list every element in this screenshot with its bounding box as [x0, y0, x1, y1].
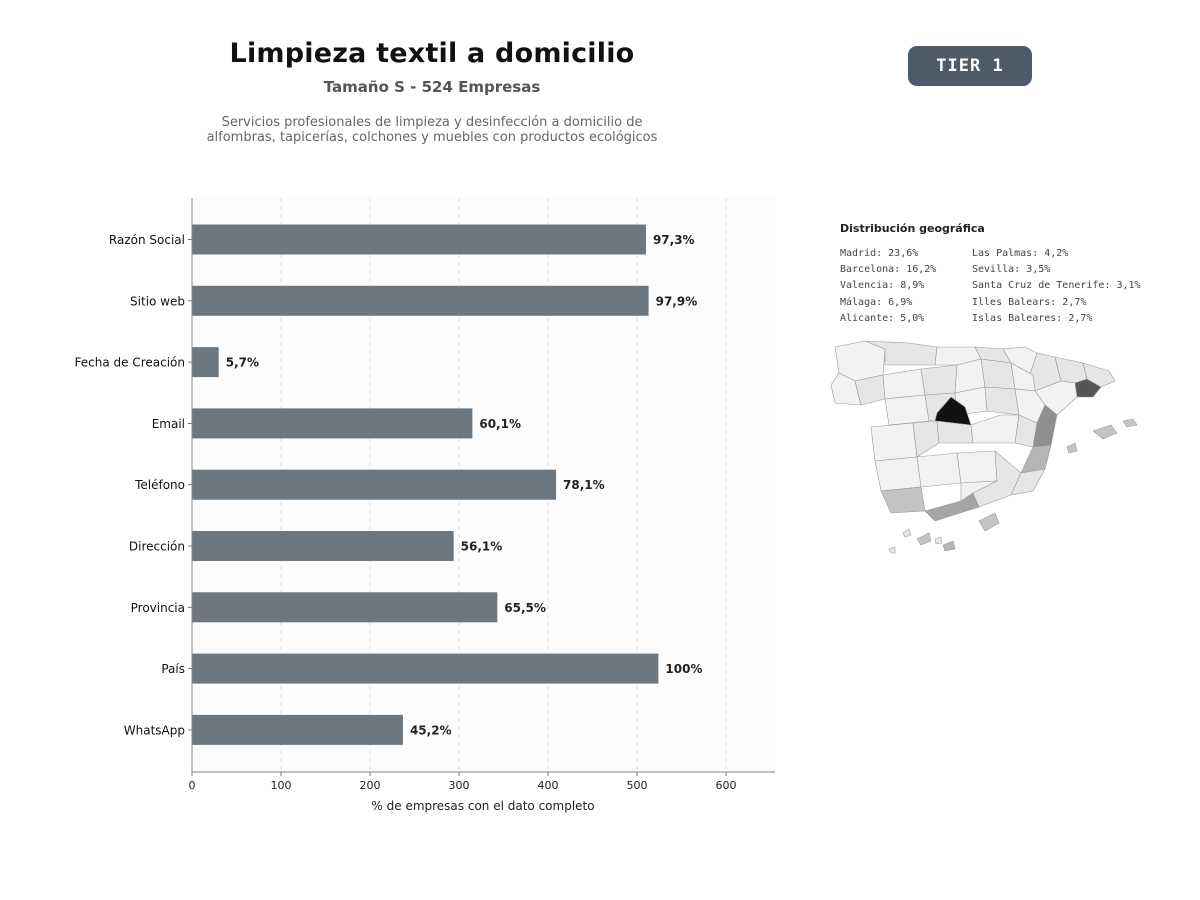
bar-chart: 97,3% 97,9% 5,7% 60,1% 78,1% 56,1% 65,5% 100% 45… — [75, 198, 775, 813]
data-label: 78,1% — [563, 478, 605, 492]
map-region — [978, 512, 1000, 532]
map-region — [960, 480, 998, 502]
geo-title: Distribución geográfica — [840, 222, 985, 235]
bar — [192, 531, 454, 561]
bar — [192, 408, 473, 439]
y-tick-label: Provincia — [131, 601, 185, 615]
map-region — [936, 420, 974, 444]
data-label: 65,5% — [504, 601, 546, 615]
map-region — [956, 450, 998, 484]
geo-item: Valencia: 8,9% — [840, 280, 925, 292]
x-tick-label: 300 — [449, 779, 470, 792]
x-tick-label: 400 — [538, 779, 559, 792]
map-region — [916, 452, 962, 488]
map-region — [980, 358, 1016, 390]
map-region — [884, 394, 930, 426]
geo-item: Santa Cruz de Tenerife: 3,1% — [972, 280, 1141, 292]
map-region — [912, 420, 940, 458]
y-tick-label: Fecha de Creación — [75, 356, 185, 370]
map-region — [970, 414, 1020, 444]
y-tick-label: Razón Social — [109, 233, 185, 247]
geo-item: Las Palmas: 4,2% — [972, 248, 1069, 259]
map-region — [942, 540, 956, 552]
bar — [192, 469, 557, 500]
geo-list-left: Madrid: 23,6% Barcelona: 16,2% Valencia:… — [840, 246, 936, 327]
bar — [192, 653, 659, 684]
map-region — [924, 492, 980, 522]
x-tick-label: 0 — [189, 779, 196, 792]
map-region — [916, 532, 932, 546]
data-label: 60,1% — [479, 417, 521, 431]
y-tick-label: Sitio web — [130, 294, 185, 308]
map-region — [902, 528, 912, 538]
bar — [192, 714, 403, 745]
spain-map — [830, 340, 1138, 554]
map-region — [882, 368, 926, 400]
map-region — [1092, 424, 1118, 440]
x-tick-label: 100 — [271, 779, 292, 792]
page-description: Servicios profesionales de limpieza y de… — [182, 115, 682, 145]
y-tick-label: WhatsApp — [124, 723, 185, 737]
geo-item: Málaga: 6,9% — [840, 296, 913, 308]
description-line-1: Servicios profesionales de limpieza y de… — [221, 115, 643, 130]
chart-bars: 97,3% 97,9% 5,7% 60,1% 78,1% 56,1% 65,5% 100% 45… — [192, 224, 702, 745]
x-tick-label: 600 — [716, 779, 737, 792]
data-label: 5,7% — [226, 356, 259, 370]
map-region — [1122, 418, 1138, 428]
x-tick-label: 200 — [360, 779, 381, 792]
geo-item: Madrid: 23,6% — [840, 248, 919, 259]
x-tick-label: 500 — [627, 779, 648, 792]
tier-badge: TIER 1 — [908, 46, 1032, 86]
geo-item: Alicante: 5,0% — [840, 312, 925, 324]
map-region — [870, 422, 918, 462]
geo-item: Islas Baleares: 2,7% — [972, 312, 1093, 324]
geo-item: Barcelona: 16,2% — [840, 264, 937, 276]
data-label: 97,9% — [656, 294, 698, 308]
bar — [192, 347, 219, 378]
map-region — [1066, 442, 1078, 454]
map-region — [830, 372, 862, 406]
page-subtitle: Tamaño S - 524 Empresas — [323, 78, 541, 96]
map-region — [888, 546, 896, 554]
map-region — [1082, 362, 1116, 388]
map-region — [1020, 444, 1052, 474]
map-region — [1032, 404, 1058, 448]
geo-item: Illes Balears: 2,7% — [972, 296, 1087, 308]
y-tick-label: Teléfono — [134, 478, 185, 492]
y-tick-label: Email — [152, 417, 185, 431]
data-label: 45,2% — [410, 723, 452, 737]
data-label: 97,3% — [653, 233, 695, 247]
map-region — [934, 536, 943, 545]
description-line-2: alfombras, tapicerías, colchones y muebl… — [206, 130, 658, 145]
page-title: Limpieza textil a domicilio — [229, 38, 635, 69]
chart-axes: 0 100 200 300 400 500 600 Razón Social Sitio web… — [75, 198, 775, 792]
geo-item: Sevilla: 3,5% — [972, 264, 1051, 276]
bar — [192, 285, 649, 316]
map-region — [880, 486, 926, 514]
map-region — [984, 386, 1020, 416]
y-tick-label: País — [161, 662, 185, 676]
map-region — [874, 456, 922, 492]
bar — [192, 592, 498, 623]
data-label: 100% — [665, 662, 702, 676]
y-tick-label: Dirección — [129, 540, 185, 554]
bar — [192, 224, 646, 255]
data-label: 56,1% — [461, 540, 503, 554]
x-axis-label: % de empresas con el dato completo — [371, 799, 594, 813]
map-region — [920, 364, 958, 396]
geo-list-right: Las Palmas: 4,2% Sevilla: 3,5% Santa Cru… — [972, 246, 1141, 327]
